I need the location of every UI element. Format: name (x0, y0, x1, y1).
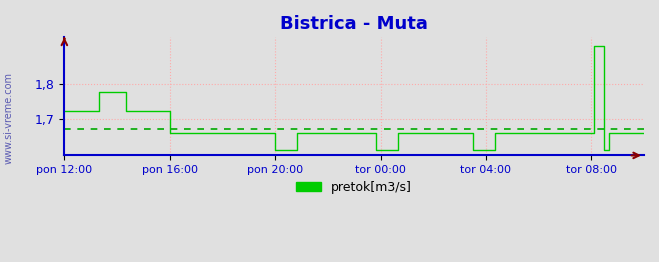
Legend: pretok[m3/s]: pretok[m3/s] (291, 176, 417, 199)
Text: www.si-vreme.com: www.si-vreme.com (3, 72, 14, 164)
Title: Bistrica - Muta: Bistrica - Muta (280, 15, 428, 33)
